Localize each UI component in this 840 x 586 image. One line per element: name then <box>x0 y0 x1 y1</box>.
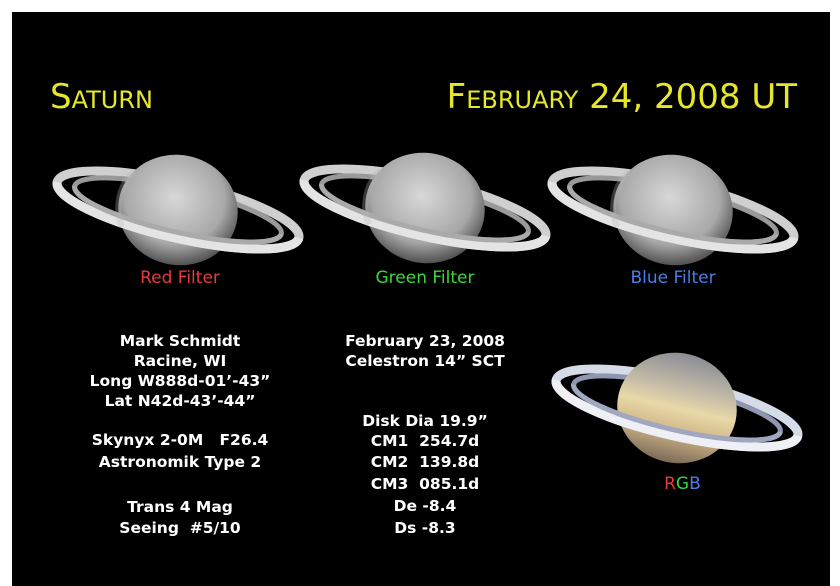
observation-line: CM2 139.8d <box>371 453 480 471</box>
observation-line: Ds -8.3 <box>394 519 455 537</box>
observer-line: Racine, WI <box>134 352 227 370</box>
observer-line: Skynyx 2-0M F26.4 <box>92 431 269 449</box>
observation-line: De -8.4 <box>394 497 457 515</box>
observer-line: Trans 4 Mag <box>127 498 233 516</box>
observation-line: CM3 085.1d <box>371 475 480 493</box>
observation-line: CM1 254.7d <box>371 432 480 450</box>
date: February 24, 2008 UT <box>447 77 798 117</box>
filter-label: Green Filter <box>376 268 475 288</box>
observation-line: Disk Dia 19.9” <box>362 412 488 430</box>
observer-line: Astronomik Type 2 <box>99 453 261 471</box>
observer-line: Lat N42d-43’-44” <box>105 392 256 410</box>
title: Saturn <box>50 77 153 117</box>
rgb-g: G <box>676 474 689 494</box>
observer-line: Seeing #5/10 <box>119 519 241 537</box>
filter-label: Blue Filter <box>630 268 715 288</box>
page: {"header": {"title": "Saturn", "date": "… <box>0 0 840 586</box>
rgb-b: B <box>689 474 701 494</box>
observation-line: Celestron 14” SCT <box>345 352 505 370</box>
rgb-r: R <box>664 474 676 494</box>
filter-label: Red Filter <box>140 268 220 288</box>
observation-line: February 23, 2008 <box>345 332 505 350</box>
poster: Saturn February 24, 2008 UT Red Filter G… <box>0 0 840 586</box>
observer-line: Mark Schmidt <box>120 332 241 350</box>
rgb-label: RGB <box>637 474 717 494</box>
observer-line: Long W888d-01’-43” <box>90 372 271 390</box>
